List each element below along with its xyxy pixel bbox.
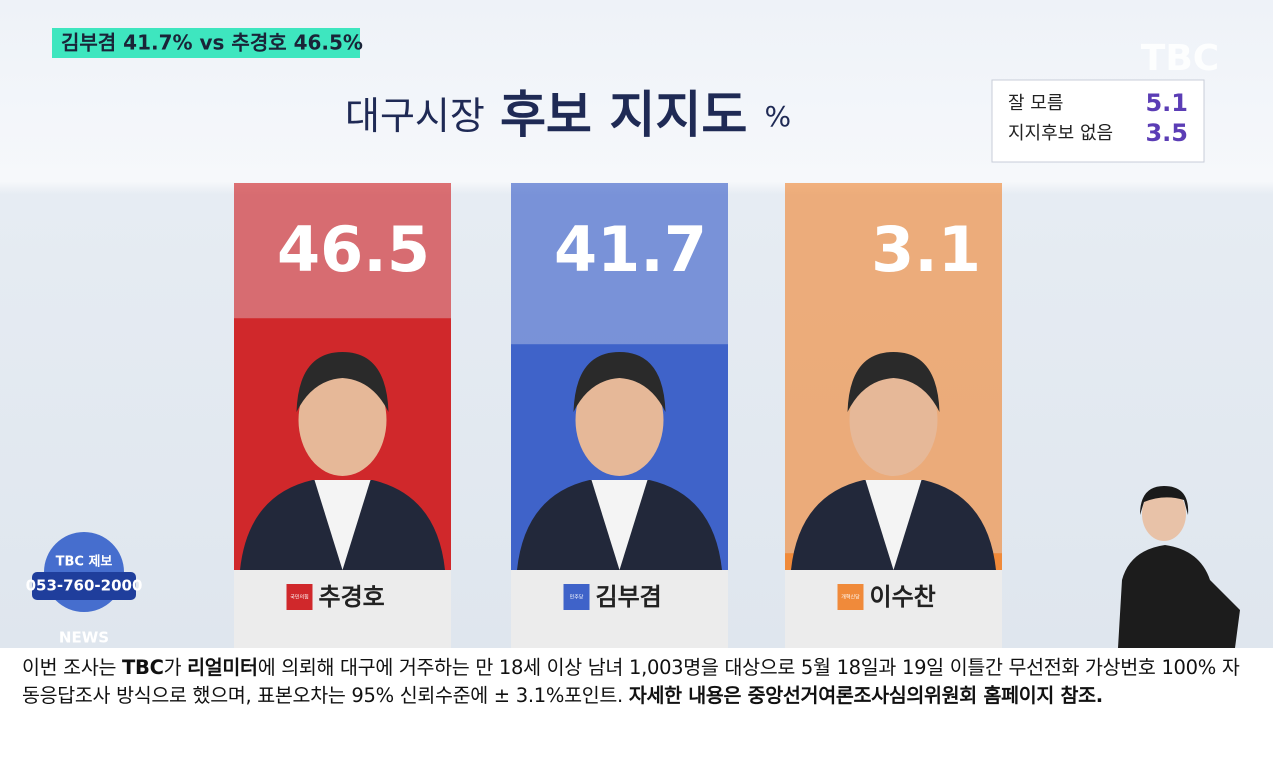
- party-label: 개혁신당: [841, 594, 860, 601]
- hotline: TBC 제보 053-760-2000 NEWS: [26, 532, 143, 647]
- candidate-face: [849, 364, 938, 476]
- title-part: 후보 지지도: [500, 86, 747, 144]
- candidate-face: [575, 364, 664, 476]
- logo: TBC: [1141, 38, 1219, 79]
- chart: 김부겸 41.7% vs 추경호 46.5% TBC 대구시장 후보 지지도 %…: [0, 0, 1273, 648]
- x-tick-label: 김부겸: [596, 583, 662, 611]
- others-box: [991, 79, 1205, 163]
- title-part: 대구시장: [345, 94, 485, 138]
- party-label: 국민의힘: [290, 594, 308, 601]
- interpreter-hair: [1140, 486, 1189, 515]
- caption-segment: 리얼미터: [187, 656, 258, 679]
- party-logo: [837, 584, 864, 610]
- name-plate: [234, 570, 451, 648]
- name-plate: [511, 570, 728, 648]
- hotline-number: 053-760-2000: [26, 577, 143, 595]
- caption-segment: TBC: [122, 656, 164, 679]
- x-tick-label: 추경호: [319, 583, 385, 611]
- interpreter: [1118, 486, 1240, 648]
- caption-segment: 에 의뢰해 대구에 거주하는 만 18세 이상 남녀 1,003명을 대상으로 …: [22, 656, 1240, 707]
- candidate-face: [298, 364, 387, 476]
- caption-segment: 이번 조사는: [22, 656, 122, 679]
- banner-box: [52, 28, 360, 58]
- value-label: 41.7: [554, 213, 707, 286]
- chart-title: 대구시장 후보 지지도 %: [345, 86, 791, 144]
- name-plate: [785, 570, 1002, 648]
- candidate-hair: [573, 352, 666, 412]
- others-label: 지지후보 없음: [1008, 123, 1113, 144]
- banner: 김부겸 41.7% vs 추경호 46.5%: [61, 31, 363, 55]
- party-label: 민주당: [570, 594, 584, 601]
- unit: %: [764, 100, 791, 133]
- hotline-footer: NEWS: [59, 629, 109, 647]
- hotline-title: TBC 제보: [56, 555, 113, 570]
- interpreter-face: [1142, 487, 1186, 541]
- others-value: 5.1: [1145, 89, 1188, 117]
- candidate-shirt: [314, 480, 371, 570]
- caption-segment: 가: [163, 656, 188, 679]
- caption-segment: 자세한 내용은 중앙선거여론조사심의위원회 홈페이지 참조.: [628, 684, 1103, 707]
- interpreter-body: [1118, 545, 1240, 648]
- x-tick-label: 이수찬: [870, 583, 936, 611]
- party-logo: [286, 584, 313, 610]
- candidate-shirt: [865, 480, 922, 570]
- candidate-shirt: [591, 480, 648, 570]
- hotline-box: [32, 572, 136, 600]
- party-logo: [563, 584, 590, 610]
- candidate-hair: [296, 352, 389, 412]
- candidate-hair: [847, 352, 940, 412]
- value-label: 46.5: [277, 213, 430, 286]
- value-label: 3.1: [871, 213, 981, 286]
- caption: 이번 조사는 TBC가 리얼미터에 의뢰해 대구에 거주하는 만 18세 이상 …: [22, 654, 1254, 710]
- others-label: 잘 모름: [1008, 93, 1063, 114]
- others-value: 3.5: [1145, 119, 1188, 147]
